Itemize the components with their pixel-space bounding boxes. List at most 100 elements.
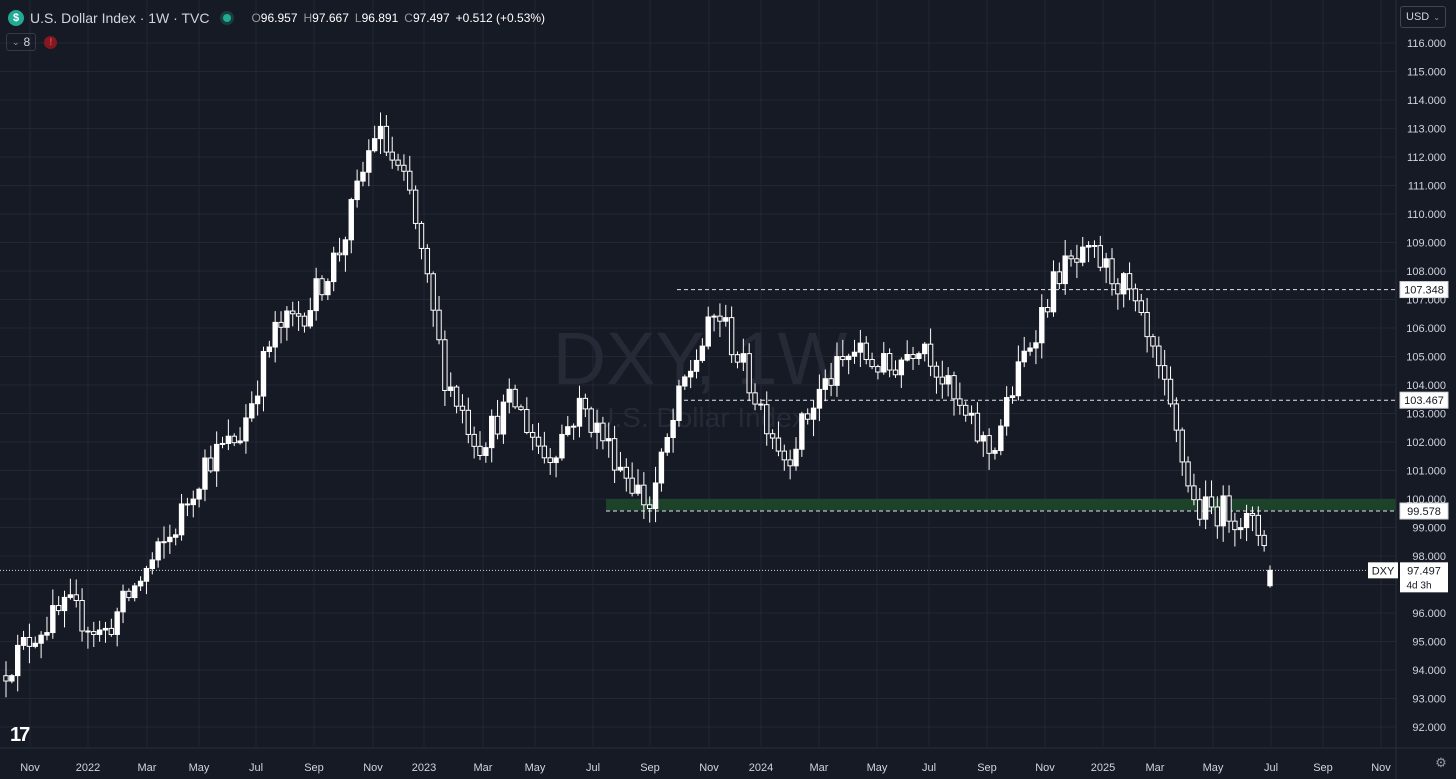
candle-body — [963, 404, 969, 416]
candle-body — [781, 450, 787, 461]
price-axis[interactable]: 92.00093.00094.00095.00096.00097.00098.0… — [1395, 0, 1446, 779]
x-tick-label: Mar — [810, 762, 829, 774]
y-tick-label: 114.000 — [1407, 95, 1446, 107]
candle-body — [664, 437, 670, 453]
candle-body — [723, 317, 729, 322]
candle-body — [290, 310, 296, 315]
candle-body — [424, 247, 431, 275]
indicators-toggle[interactable]: ⌄ 8 — [6, 33, 37, 51]
candle-body — [974, 412, 981, 442]
y-tick-label: 94.000 — [1412, 665, 1446, 677]
time-axis[interactable]: Nov 2022 Mar May Jul Sep Nov 2023 Mar May Jul Sep No… — [0, 747, 1456, 774]
x-tick-label: Jul — [586, 762, 600, 774]
x-tick-label: May — [1203, 762, 1224, 774]
open-value: 96.957 — [260, 11, 298, 25]
candle-body — [295, 313, 302, 317]
candle-body — [916, 353, 922, 359]
candle-body — [301, 315, 308, 327]
candle-body — [178, 503, 185, 536]
candle-body — [793, 448, 799, 467]
x-tick-label: Sep — [304, 762, 324, 774]
x-tick-label: Nov — [1371, 762, 1391, 774]
candle-body — [611, 438, 618, 471]
candle-body — [395, 159, 401, 166]
y-tick-label: 116.000 — [1407, 38, 1446, 50]
tradingview-logo-icon[interactable]: 17 — [10, 724, 30, 746]
low-value: 96.891 — [361, 11, 399, 25]
candle-body — [1226, 495, 1232, 522]
candle-body — [758, 403, 764, 406]
candle-body — [143, 567, 150, 582]
candle-body — [15, 644, 21, 677]
candle-body — [1015, 361, 1022, 397]
candle-body — [518, 406, 524, 411]
candle-body — [459, 405, 466, 411]
candle-body — [96, 629, 103, 635]
x-tick-label: 2025 — [1091, 762, 1115, 774]
candle-body — [32, 642, 38, 647]
candle-body — [863, 342, 869, 361]
candle-body — [506, 388, 512, 403]
market-status-icon[interactable] — [223, 14, 232, 22]
candle-body — [764, 404, 770, 435]
y-tick-label: 111.000 — [1408, 181, 1446, 193]
level-price-tag — [1399, 502, 1449, 520]
candle-body — [1208, 496, 1215, 508]
currency-button[interactable]: USD ⌄ — [1400, 6, 1446, 28]
x-tick-label: 2024 — [749, 762, 773, 774]
candle-body — [910, 354, 916, 359]
warning-icon[interactable]: ! — [44, 35, 58, 49]
candle-body — [1238, 527, 1244, 531]
candle-body — [284, 310, 290, 328]
candle-body — [1003, 397, 1010, 427]
candle-body — [904, 354, 910, 361]
candle-body — [342, 239, 349, 256]
x-tick-label: May — [189, 762, 210, 774]
support-zone-rect — [606, 499, 1396, 511]
price-labels: 107.348 103.467 99.578 DXY 97.497 4d 3h — [1368, 281, 1449, 593]
candle-body — [553, 457, 559, 464]
candle-body — [1161, 365, 1168, 380]
candle-body — [892, 369, 899, 376]
candle-body — [529, 431, 536, 438]
candle-body — [1179, 429, 1185, 463]
horizontal-levels[interactable] — [0, 289, 1396, 571]
candle-body — [1074, 258, 1080, 263]
candle-body — [676, 385, 682, 421]
candle-body — [968, 412, 975, 416]
candle-body — [26, 637, 33, 647]
candle-body — [711, 315, 717, 318]
candle-body — [114, 611, 120, 635]
candle-body — [845, 355, 852, 361]
candle-body — [483, 447, 489, 456]
candle-body — [401, 164, 407, 172]
candle-body — [927, 343, 934, 367]
gear-icon[interactable]: ⚙ — [1435, 755, 1447, 770]
candle-body — [1167, 378, 1174, 405]
candle-body — [840, 356, 846, 361]
candle-body — [1138, 300, 1144, 314]
candle-body — [120, 590, 126, 613]
level-price-tag — [1399, 281, 1449, 299]
candle-body — [1220, 495, 1226, 527]
candle-body — [336, 252, 343, 256]
candle-body — [951, 375, 957, 400]
candle-body — [957, 398, 963, 406]
candle-body — [652, 482, 659, 510]
candle-body — [717, 315, 723, 322]
symbol-title[interactable]: U.S. Dollar Index · 1W · TVC — [30, 10, 210, 26]
candle-body — [20, 637, 27, 646]
candle-body — [79, 600, 85, 632]
candle-body — [658, 451, 665, 484]
candle-body — [740, 353, 747, 363]
high-key: H — [303, 11, 313, 25]
candles — [3, 112, 1273, 698]
candle-body — [635, 484, 641, 494]
level-price-label: 103.467 — [1404, 395, 1444, 407]
high-value: 97.667 — [312, 11, 349, 25]
candle-body — [331, 252, 337, 283]
candle-body — [1021, 350, 1027, 363]
symbol-tag — [1368, 562, 1398, 579]
candle-body — [682, 376, 688, 387]
